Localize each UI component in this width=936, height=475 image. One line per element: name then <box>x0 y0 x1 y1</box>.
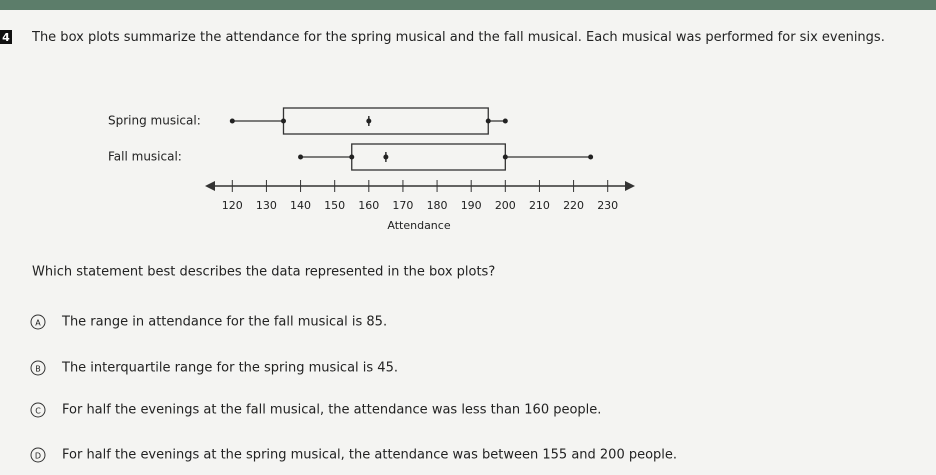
point-q1 <box>349 154 355 160</box>
question-number: 4 <box>2 31 10 44</box>
option-text[interactable]: The range in attendance for the fall mus… <box>61 315 387 330</box>
box <box>351 143 506 171</box>
axis-arrow <box>205 181 215 191</box>
top-bar <box>0 0 936 10</box>
category-label: Fall musical: <box>108 150 182 164</box>
point-max <box>502 118 508 124</box>
point-q3 <box>485 118 491 124</box>
option-circle[interactable] <box>30 447 46 463</box>
question: Which statement best describes the data … <box>32 265 495 280</box>
x-tick-label: 180 <box>427 199 448 212</box>
prompt-box: The box plots summarize the attendance f… <box>32 30 885 45</box>
x-tick-label: 160 <box>358 199 379 212</box>
x-tick-label: 170 <box>392 199 413 212</box>
point-median <box>383 154 389 160</box>
prompt: The box plots summarize the attendance f… <box>32 30 885 45</box>
point-min <box>298 154 304 160</box>
option-circle[interactable] <box>30 402 46 418</box>
point-q3 <box>502 154 508 160</box>
point-max <box>588 154 594 160</box>
option-letter: A <box>35 319 41 328</box>
x-tick-label: 150 <box>324 199 345 212</box>
x-tick-label: 130 <box>256 199 277 212</box>
point-median <box>366 118 372 124</box>
option-circle[interactable] <box>30 314 46 330</box>
point-min <box>229 118 235 124</box>
axis-arrow <box>625 181 635 191</box>
option-text[interactable]: The interquartile range for the spring m… <box>61 361 398 376</box>
number-box <box>0 30 12 44</box>
option-letter: D <box>35 452 41 461</box>
x-tick-label: 200 <box>495 199 516 212</box>
option-letter: C <box>35 407 41 416</box>
x-tick-label: 210 <box>529 199 550 212</box>
box <box>282 107 489 135</box>
option-letter: B <box>35 365 41 374</box>
x-axis-label: Attendance <box>387 219 450 232</box>
option-text[interactable]: For half the evenings at the fall musica… <box>62 403 601 418</box>
option-text[interactable]: For half the evenings at the spring musi… <box>62 448 677 463</box>
option-circle[interactable] <box>30 360 46 376</box>
x-tick-label: 190 <box>461 199 482 212</box>
category-label: Spring musical: <box>108 114 201 128</box>
x-tick-label: 230 <box>597 199 618 212</box>
point-q1 <box>280 118 286 124</box>
x-tick-label: 220 <box>563 199 584 212</box>
x-tick-label: 140 <box>290 199 311 212</box>
x-tick-label: 120 <box>222 199 243 212</box>
